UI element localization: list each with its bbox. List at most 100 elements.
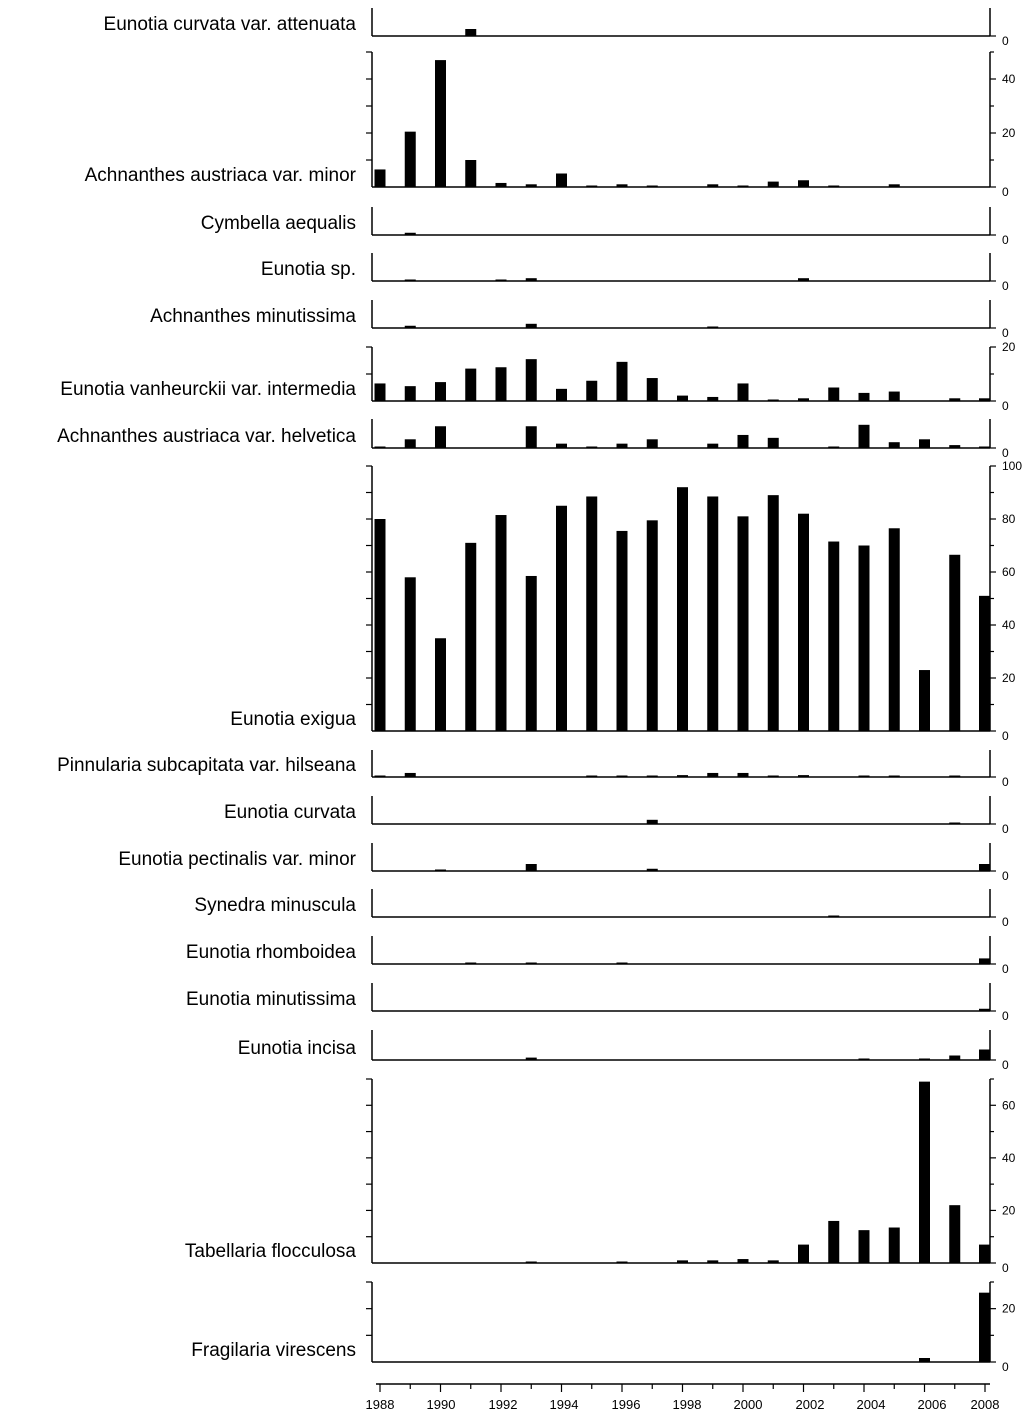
bar-pinnularia-subcapitata-var-hilseana-1995: [586, 775, 598, 777]
bar-achnanthes-austriaca-var-minor-1994: [556, 173, 567, 187]
bar-tabellaria-flocculosa-2002: [798, 1244, 809, 1263]
bar-tabellaria-flocculosa-2007: [949, 1205, 961, 1263]
panel-eunotia-curvata: Eunotia curvata 0: [224, 796, 1009, 836]
bar-achnanthes-austriaca-var-helvetica-2000: [737, 434, 749, 448]
bar-eunotia-vanheurckii-var-intermedia-1997: [646, 378, 658, 401]
bar-eunotia-pectinalis-var-minor-2008: [979, 864, 990, 871]
bar-fragilaria-virescens-2006: [919, 1358, 930, 1362]
panel-pinnularia-subcapitata-var-hilseana: Pinnularia subcapitata var. hilseana 0: [57, 750, 1009, 789]
x-tick-label: 1994: [550, 1397, 579, 1412]
bar-eunotia-exigua-2007: [949, 554, 961, 731]
bar-eunotia-exigua-1998: [677, 487, 688, 731]
right-tick-label: 0: [1002, 1009, 1009, 1023]
series-label-eunotia-rhomboidea: Eunotia rhomboidea: [186, 942, 356, 963]
bar-fragilaria-virescens-2008: [979, 1292, 990, 1362]
bar-eunotia-vanheurckii-var-intermedia-2001: [767, 399, 779, 401]
bar-tabellaria-flocculosa-2000: [737, 1259, 749, 1263]
bar-tabellaria-flocculosa-2006: [919, 1081, 930, 1263]
panel-eunotia-pectinalis-var-minor: Eunotia pectinalis var. minor 0: [118, 843, 1009, 883]
bar-eunotia-curvata-var-attenuata-1991: [465, 29, 477, 36]
bar-achnanthes-austriaca-var-minor-1992: [495, 182, 507, 187]
bar-achnanthes-austriaca-var-minor-2000: [737, 185, 749, 187]
series-label-achnanthes-minutissima: Achnanthes minutissima: [150, 306, 356, 327]
bar-eunotia-exigua-1989: [404, 577, 416, 731]
bar-eunotia-exigua-2005: [888, 528, 900, 731]
bar-pinnularia-subcapitata-var-hilseana-2005: [888, 775, 900, 777]
panel-synedra-minuscula: Synedra minuscula 0: [194, 889, 1009, 929]
bar-eunotia-incisa-2008: [979, 1049, 990, 1060]
bar-tabellaria-flocculosa-1998: [677, 1260, 688, 1263]
bar-achnanthes-austriaca-var-minor-2001: [767, 181, 779, 187]
right-tick-label: 0: [1002, 185, 1009, 199]
bar-pinnularia-subcapitata-var-hilseana-1998: [677, 775, 688, 777]
series-label-tabellaria-flocculosa: Tabellaria flocculosa: [185, 1241, 357, 1262]
right-tick-label: 0: [1002, 279, 1009, 293]
right-tick-label: 0: [1002, 233, 1009, 247]
bar-achnanthes-austriaca-var-helvetica-2004: [858, 424, 870, 448]
bar-eunotia-vanheurckii-var-intermedia-2005: [888, 391, 900, 401]
series-label-eunotia-curvata-var-attenuata: Eunotia curvata var. attenuata: [104, 14, 357, 35]
series-label-synedra-minuscula: Synedra minuscula: [194, 895, 356, 916]
right-tick-label: 20: [1002, 126, 1016, 140]
bar-eunotia-sp-1993: [525, 278, 537, 281]
bar-eunotia-exigua-1993: [525, 575, 537, 731]
x-axis: 1988 1990 1992 1994 1996 1998 2000 2002 2004 2006…: [366, 1383, 1000, 1412]
bar-eunotia-vanheurckii-var-intermedia-2004: [858, 392, 870, 401]
series-label-eunotia-pectinalis-var-minor: Eunotia pectinalis var. minor: [118, 849, 356, 870]
bar-achnanthes-austriaca-var-helvetica-2006: [919, 439, 930, 448]
bar-eunotia-vanheurckii-var-intermedia-1991: [465, 368, 477, 401]
bar-synedra-minuscula-2003: [828, 915, 840, 917]
right-tick-label: 40: [1002, 1151, 1016, 1165]
panel-eunotia-incisa: Eunotia incisa 0: [238, 1030, 1009, 1072]
right-tick-label: 60: [1002, 1098, 1016, 1112]
bar-pinnularia-subcapitata-var-hilseana-1988: [374, 775, 386, 777]
x-tick-label: 2004: [857, 1397, 886, 1412]
panel-achnanthes-austriaca-var-minor: Achnanthes austriaca var. minor 0 20 40: [85, 51, 1016, 199]
bar-eunotia-vanheurckii-var-intermedia-1990: [435, 382, 446, 401]
bar-achnanthes-minutissima-1999: [707, 326, 719, 328]
x-tick-label: 2002: [796, 1397, 825, 1412]
right-tick-label: 60: [1002, 565, 1016, 579]
bar-pinnularia-subcapitata-var-hilseana-2000: [737, 772, 749, 777]
bar-eunotia-vanheurckii-var-intermedia-1998: [677, 395, 688, 401]
bar-tabellaria-flocculosa-2008: [979, 1244, 990, 1263]
bar-achnanthes-austriaca-var-minor-1999: [707, 184, 719, 187]
panel-achnanthes-minutissima: Achnanthes minutissima 0: [150, 300, 1009, 340]
panel-fragilaria-virescens: Fragilaria virescens 0 20: [191, 1281, 1016, 1374]
bar-eunotia-vanheurckii-var-intermedia-2008: [979, 398, 990, 401]
bar-achnanthes-austriaca-var-helvetica-1997: [646, 439, 658, 448]
right-tick-label: 0: [1002, 446, 1009, 460]
right-tick-label: 0: [1002, 1058, 1009, 1072]
right-tick-label: 0: [1002, 822, 1009, 836]
x-tick-label: 2000: [734, 1397, 763, 1412]
bar-eunotia-exigua-1995: [586, 496, 598, 731]
series-label-achnanthes-austriaca-var-minor: Achnanthes austriaca var. minor: [85, 165, 357, 186]
bar-eunotia-exigua-2001: [767, 495, 779, 731]
x-tick-label: 2008: [971, 1397, 1000, 1412]
bar-tabellaria-flocculosa-2003: [828, 1220, 840, 1263]
bar-achnanthes-austriaca-var-helvetica-1989: [404, 439, 416, 448]
right-tick-label: 40: [1002, 72, 1016, 86]
right-tick-label: 80: [1002, 512, 1016, 526]
bar-tabellaria-flocculosa-1999: [707, 1260, 719, 1263]
panel-cymbella-aequalis: Cymbella aequalis 0: [201, 207, 1009, 247]
bar-achnanthes-austriaca-var-helvetica-1995: [586, 446, 598, 448]
x-tick-label: 1990: [427, 1397, 456, 1412]
bar-tabellaria-flocculosa-2001: [767, 1260, 779, 1263]
bar-eunotia-vanheurckii-var-intermedia-1994: [556, 388, 567, 401]
bar-achnanthes-austriaca-var-helvetica-1994: [556, 443, 567, 448]
series-label-cymbella-aequalis: Cymbella aequalis: [201, 213, 356, 234]
bar-achnanthes-austriaca-var-helvetica-1990: [435, 426, 446, 448]
bar-eunotia-exigua-2000: [737, 516, 749, 731]
bar-eunotia-vanheurckii-var-intermedia-1999: [707, 396, 719, 401]
bar-achnanthes-austriaca-var-helvetica-1999: [707, 443, 719, 448]
bar-achnanthes-austriaca-var-minor-1993: [525, 184, 537, 187]
bar-pinnularia-subcapitata-var-hilseana-2002: [798, 775, 809, 777]
right-tick-label: 20: [1002, 671, 1016, 685]
panel-eunotia-minutissima: Eunotia minutissima 0: [186, 983, 1009, 1023]
bar-eunotia-exigua-2003: [828, 541, 840, 731]
bar-eunotia-rhomboidea-1996: [616, 962, 628, 964]
panel-tabellaria-flocculosa: Tabellaria flocculosa 0 20 40 60: [185, 1078, 1016, 1275]
bar-achnanthes-austriaca-var-minor-2005: [888, 184, 900, 187]
